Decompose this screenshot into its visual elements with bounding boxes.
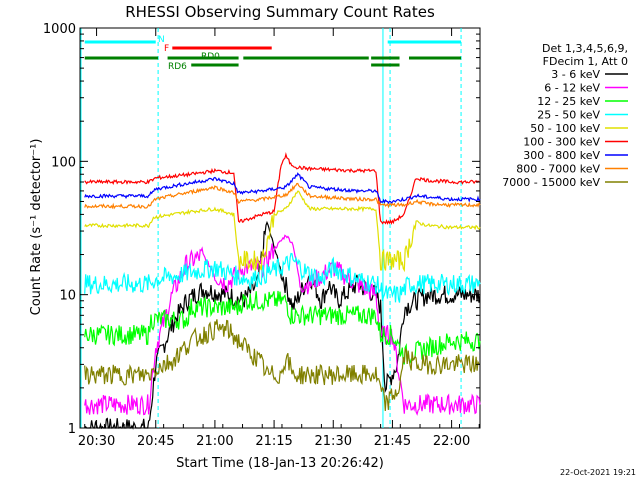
series-line-0: [84, 220, 481, 430]
legend-label-4: 50 - 100 keV: [530, 122, 600, 135]
legend-label-3: 25 - 50 keV: [537, 109, 600, 122]
series-line-3: [84, 252, 481, 303]
chart-title: RHESSI Observing Summary Count Rates: [125, 3, 435, 21]
y-tick-label-3: 1000: [43, 22, 76, 37]
x-axis-label: Start Time (18-Jan-13 20:26:42): [176, 456, 384, 471]
timestamp: 22-Oct-2021 19:21: [560, 468, 636, 477]
flag-label-rd0: RD0: [201, 52, 220, 62]
legend-label-8: 7000 - 15000 keV: [502, 176, 600, 189]
series-line-5: [84, 152, 481, 225]
legend-header-0: Det 1,3,4,5,6,9,: [542, 42, 628, 55]
x-tick-label-2: 21:00: [196, 434, 233, 449]
x-tick-label-3: 21:15: [255, 434, 292, 449]
legend-label-0: 3 - 6 keV: [551, 68, 600, 81]
flag-label-n: N: [158, 35, 165, 45]
series-line-8: [84, 319, 481, 412]
y-tick-label-1: 10: [59, 289, 76, 304]
x-tick-label-4: 21:30: [315, 434, 352, 449]
y-tick-label-2: 100: [51, 155, 76, 170]
legend-label-7: 800 - 7000 keV: [516, 163, 600, 176]
legend-label-1: 6 - 12 keV: [544, 82, 600, 95]
legend-label-6: 300 - 800 keV: [523, 149, 600, 162]
legend-label-5: 100 - 300 keV: [523, 136, 600, 149]
series-line-1: [84, 234, 481, 416]
plot-frame: [79, 27, 481, 429]
x-tick-label-6: 22:00: [433, 434, 470, 449]
series-line-6: [84, 172, 481, 205]
legend-label-2: 12 - 25 keV: [537, 95, 600, 108]
legend-header-1: FDecim 1, Att 0: [543, 55, 628, 68]
series-line-4: [84, 190, 481, 273]
y-axis-label: Count Rate (s⁻¹ detector⁻¹): [29, 139, 44, 316]
flag-label-rd6: RD6: [168, 62, 187, 72]
x-tick-label-5: 21:45: [374, 434, 411, 449]
y-tick-label-0: 1: [68, 422, 76, 437]
x-tick-label-0: 20:30: [78, 434, 115, 449]
series-line-7: [84, 182, 481, 210]
x-tick-label-1: 20:45: [137, 434, 174, 449]
series-line-2: [84, 290, 481, 365]
flag-label-f: F: [164, 44, 169, 54]
